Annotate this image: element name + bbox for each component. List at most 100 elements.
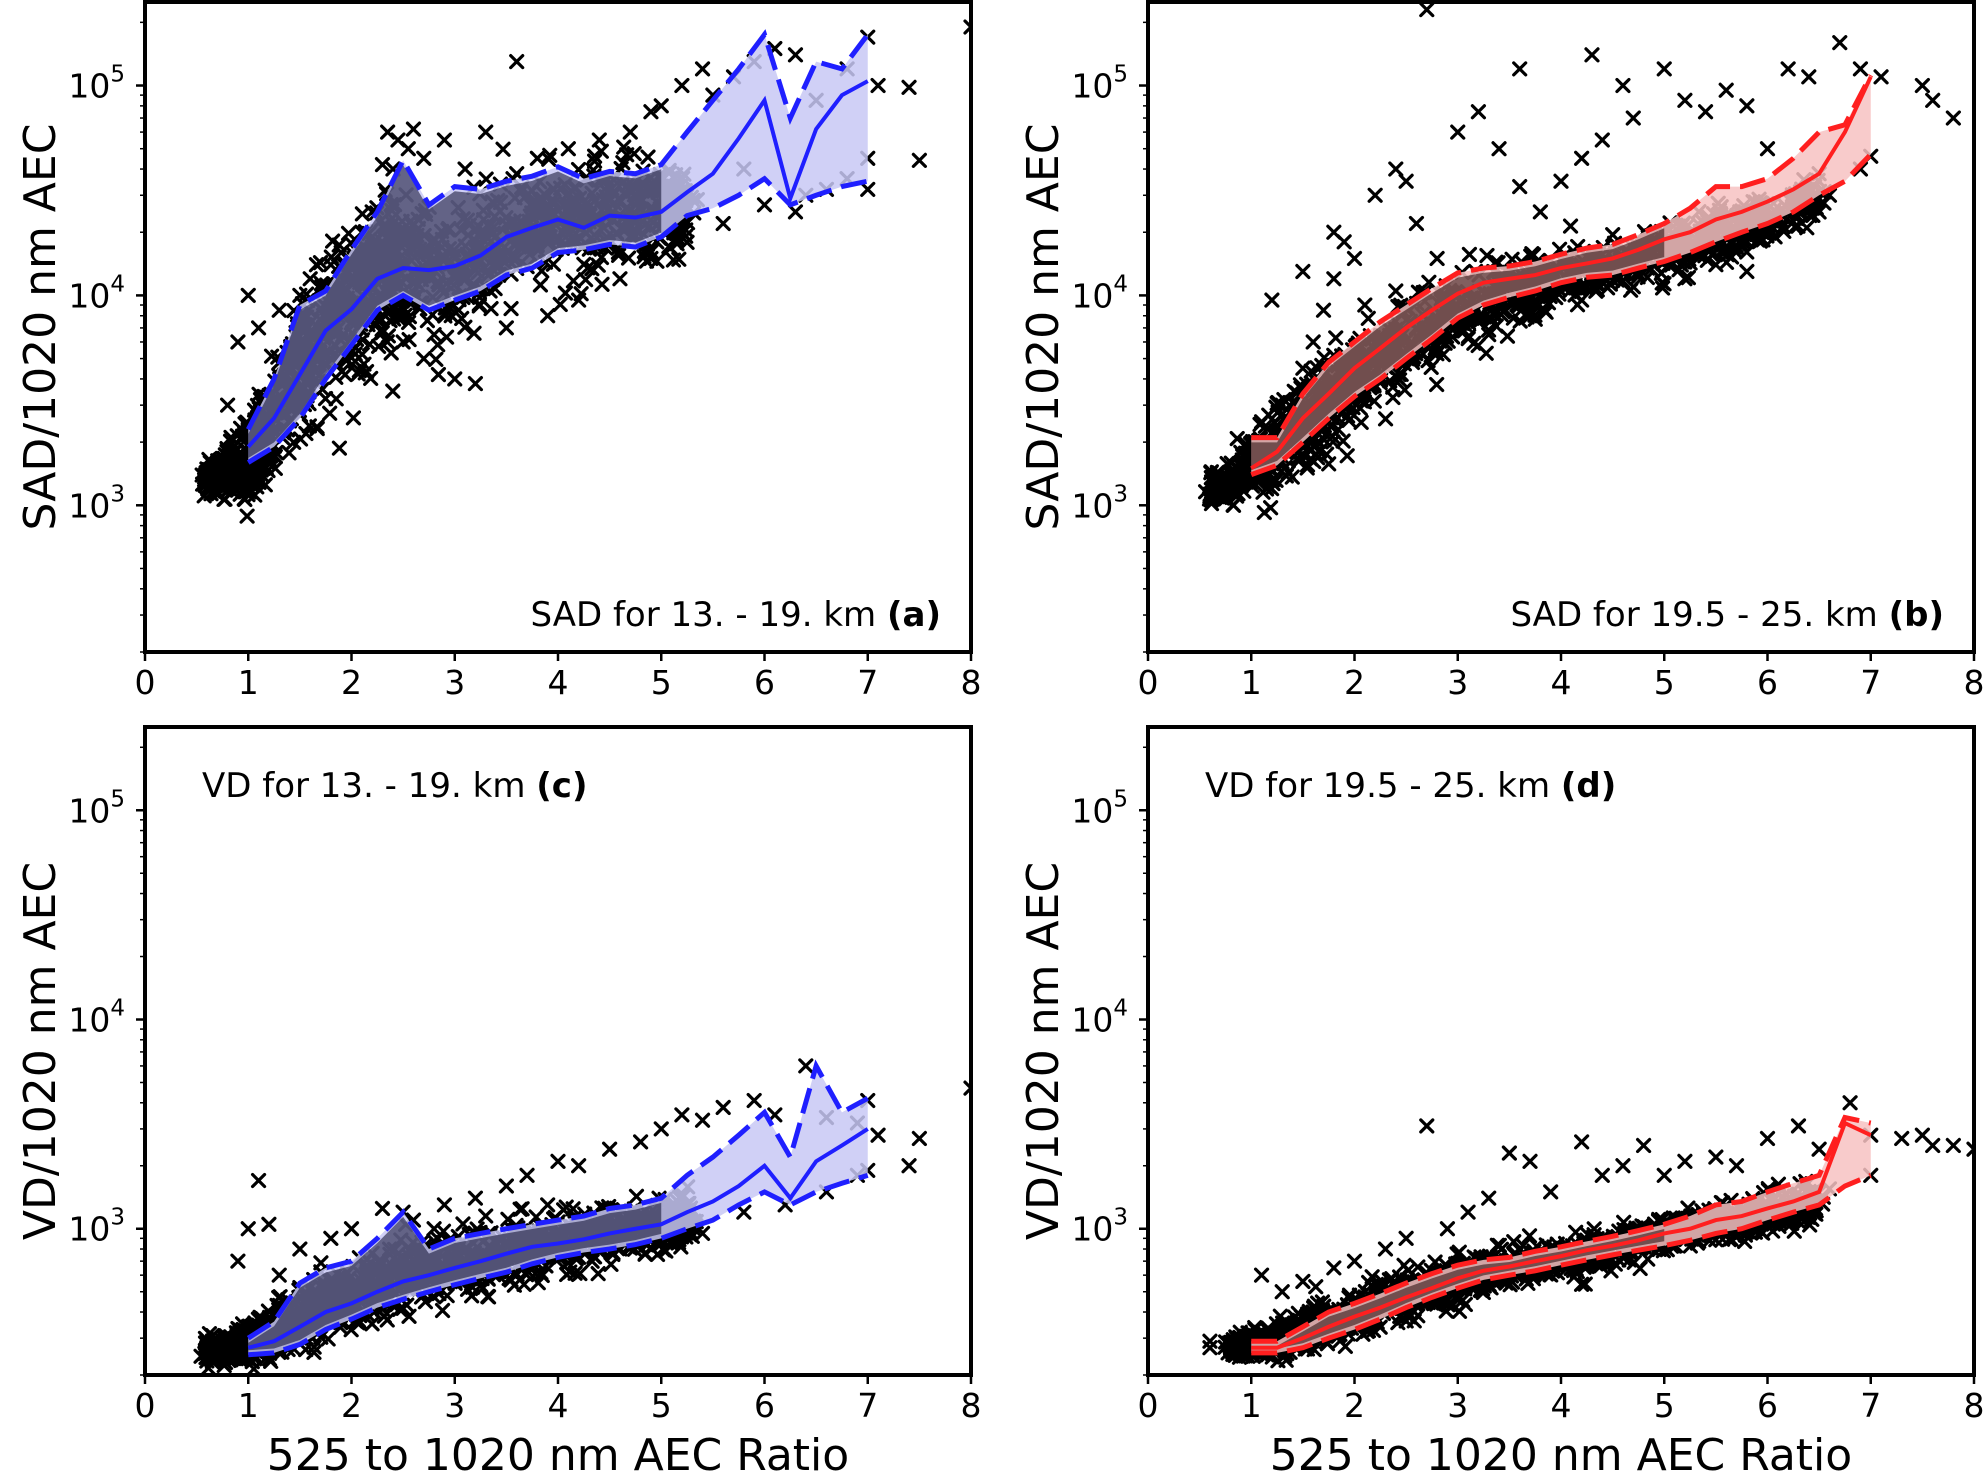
- x-tick-label: 5: [651, 1386, 672, 1425]
- data-point-marker: [483, 300, 499, 317]
- data-point-marker: [541, 151, 557, 167]
- data-point-marker: [643, 104, 659, 120]
- data-point-marker: [1615, 77, 1631, 94]
- data-point-marker: [1708, 257, 1724, 273]
- data-point-marker: [1509, 297, 1525, 313]
- data-point-marker: [787, 47, 804, 63]
- data-point-marker: [911, 152, 927, 168]
- data-point-marker: [503, 300, 519, 317]
- upper-percentile-line: [246, 29, 870, 431]
- data-point-marker: [787, 204, 804, 220]
- data-point-marker: [436, 1197, 453, 1213]
- x-tick-label: 7: [857, 1386, 878, 1425]
- data-point-marker: [361, 336, 378, 352]
- x-tick-label: 3: [1447, 663, 1468, 702]
- data-point-marker: [347, 353, 363, 369]
- data-point-marker: [1253, 414, 1270, 430]
- data-point-marker: [1739, 98, 1755, 114]
- data-point-marker: [1625, 279, 1641, 295]
- data-point-marker: [1481, 327, 1497, 343]
- data-point-marker: [1328, 330, 1344, 346]
- data-point-marker: [1393, 366, 1409, 382]
- data-point-marker: [1299, 457, 1316, 473]
- data-point-marker: [1574, 150, 1590, 166]
- data-point-marker: [1512, 178, 1528, 195]
- panel-annotation: VD for 13. - 19. km (c): [202, 766, 588, 806]
- data-point-marker: [239, 508, 255, 524]
- data-point-marker: [430, 366, 447, 383]
- data-point-marker: [374, 1200, 391, 1217]
- data-point-marker: [400, 141, 416, 157]
- data-point-marker: [1425, 345, 1441, 361]
- data-point-marker: [1723, 249, 1740, 265]
- x-tick-label: 6: [754, 663, 775, 702]
- axes-frame: [1146, 0, 1976, 654]
- data-point-marker: [674, 77, 690, 94]
- data-point-marker: [281, 445, 297, 461]
- data-point-marker: [1584, 47, 1600, 63]
- data-point-marker: [419, 313, 435, 329]
- data-point-marker: [306, 1344, 322, 1361]
- data-point-marker: [1205, 469, 1221, 486]
- data-point-marker: [509, 54, 525, 70]
- x-tick-label: 6: [754, 1386, 775, 1425]
- data-point-marker: [345, 410, 362, 426]
- data-point-marker: [261, 1216, 277, 1232]
- data-point-marker: [1577, 1276, 1593, 1292]
- data-point-marker: [1522, 308, 1538, 324]
- data-point-marker: [322, 405, 338, 421]
- data-point-marker: [317, 390, 334, 407]
- data-point-marker: [746, 1092, 762, 1109]
- data-point-marker: [386, 311, 402, 327]
- data-point-marker: [1388, 283, 1404, 299]
- dense-cloud-overlay: [248, 165, 662, 459]
- data-point-marker: [451, 302, 467, 318]
- data-point-marker: [454, 310, 470, 327]
- y-axis-label: SAD/1020 nm AEC: [1018, 124, 1069, 531]
- data-point-marker: [860, 181, 876, 197]
- data-point-marker: [1377, 411, 1394, 427]
- data-point-marker: [1461, 246, 1478, 263]
- data-point-marker: [870, 1127, 886, 1143]
- data-point-marker: [1353, 414, 1369, 431]
- data-point-marker: [337, 367, 353, 383]
- data-point-marker: [1366, 393, 1382, 409]
- data-point-marker: [250, 1172, 267, 1189]
- data-point-marker: [379, 1312, 395, 1328]
- data-point-marker: [540, 308, 556, 324]
- x-tick-label: 6: [1757, 663, 1778, 702]
- data-point-marker: [498, 320, 514, 336]
- y-tick-label: 104: [68, 271, 125, 315]
- data-point-marker: [622, 124, 638, 140]
- data-point-marker: [1704, 247, 1720, 263]
- data-point-marker: [602, 1141, 618, 1157]
- data-point-marker: [628, 1188, 645, 1204]
- data-point-marker: [1605, 227, 1621, 243]
- data-point-marker: [1339, 448, 1355, 464]
- data-point-marker: [201, 1326, 218, 1342]
- data-point-marker: [1388, 161, 1404, 177]
- data-point-marker: [653, 98, 669, 114]
- data-point-marker: [1352, 400, 1368, 416]
- data-point-marker: [383, 345, 399, 361]
- data-point-marker: [674, 1107, 690, 1123]
- data-point-marker: [1718, 82, 1734, 98]
- data-point-marker: [516, 1276, 532, 1292]
- data-point-marker: [1470, 104, 1486, 120]
- data-point-marker: [225, 463, 241, 479]
- data-point-marker: [405, 121, 422, 137]
- data-point-marker: [350, 366, 366, 382]
- data-point-marker: [495, 141, 511, 157]
- data-point-marker: [325, 233, 341, 249]
- y-tick-label: 104: [68, 996, 125, 1040]
- data-point-marker: [653, 1235, 669, 1252]
- data-point-marker: [519, 1167, 535, 1183]
- data-point-marker: [1654, 280, 1671, 296]
- data-point-marker: [416, 350, 432, 367]
- data-point-marker: [1284, 469, 1300, 485]
- data-point-marker: [220, 1351, 236, 1367]
- data-point-marker: [198, 1349, 214, 1366]
